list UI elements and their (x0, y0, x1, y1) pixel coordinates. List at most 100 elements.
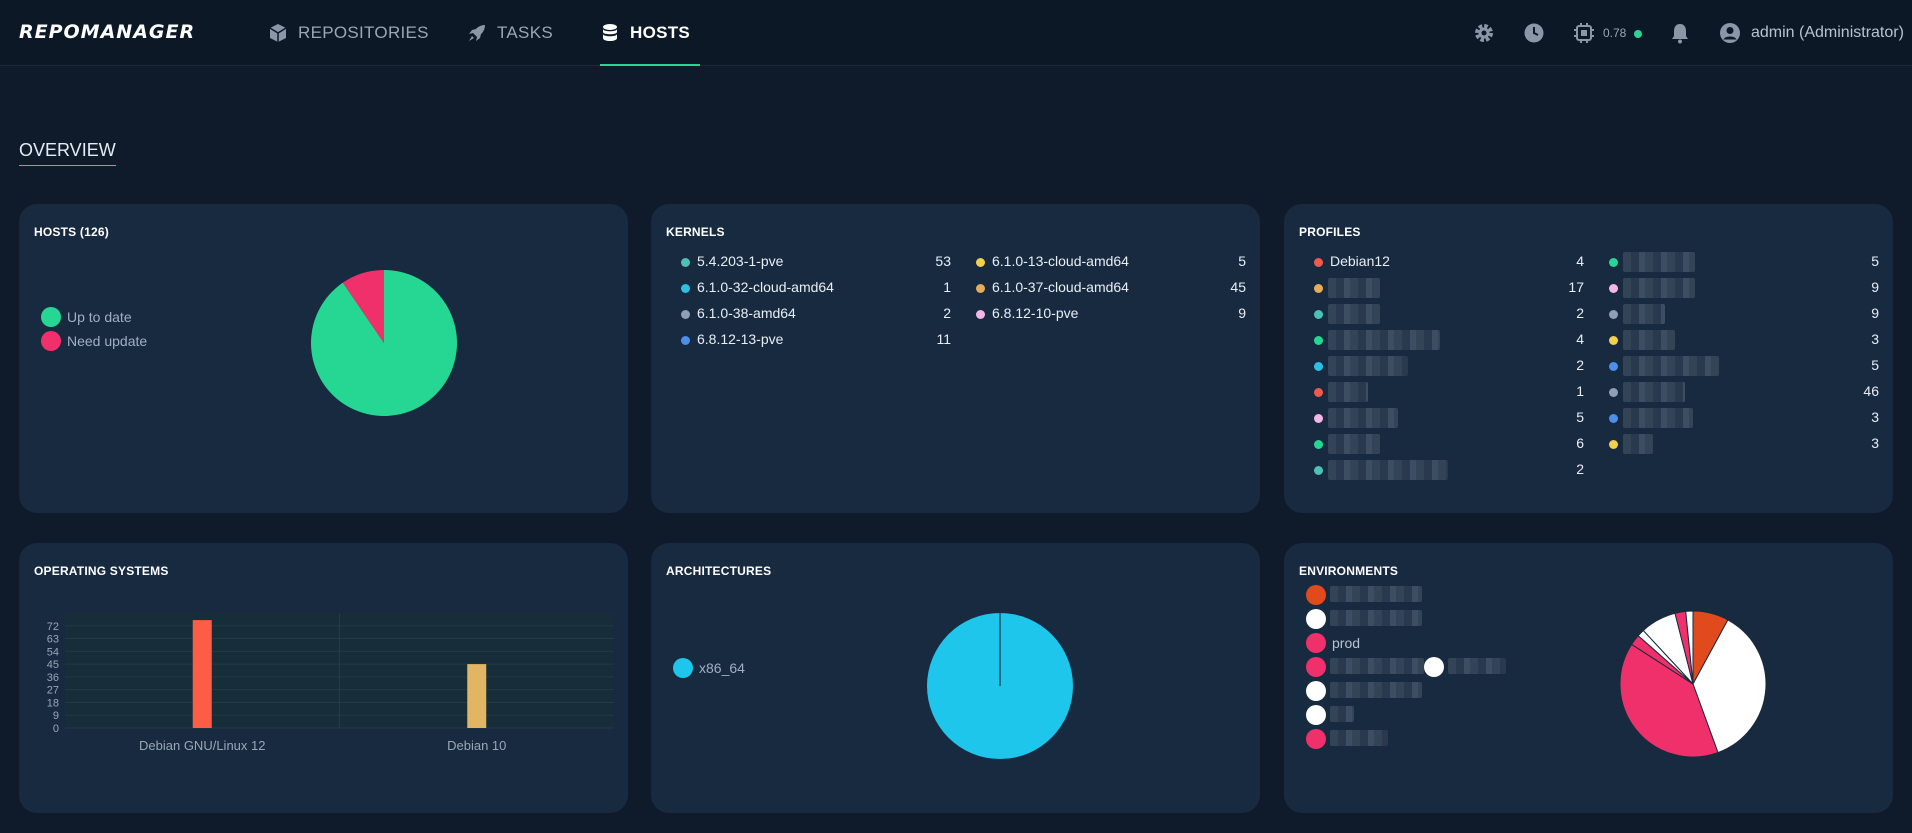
env-legend-redacted-label (1448, 658, 1506, 674)
nav-repositories-label: REPOSITORIES (298, 23, 429, 42)
cpu-icon[interactable] (1573, 22, 1595, 44)
kernel-dot (681, 284, 690, 293)
profile-redacted-label (1623, 434, 1653, 454)
bell-icon[interactable] (1669, 22, 1691, 44)
nav-tasks[interactable]: TASKS (467, 0, 553, 66)
profile-row[interactable]: 3 (1609, 408, 1879, 428)
profile-row[interactable]: 6 (1314, 434, 1584, 454)
kernel-row[interactable]: 6.1.0-38-amd64 2 (681, 304, 951, 324)
profile-row[interactable]: 2 (1314, 356, 1584, 376)
profile-row[interactable]: Debian12 4 (1314, 252, 1584, 272)
app-logo[interactable]: REPOMANAGER (19, 21, 196, 43)
profile-count: 9 (1871, 279, 1879, 295)
overview-heading: OVERVIEW (19, 140, 116, 166)
profile-redacted-label (1328, 278, 1380, 298)
hosts-pie-slice[interactable] (342, 270, 384, 343)
profile-redacted-label (1328, 460, 1448, 480)
profile-row[interactable]: 3 (1609, 434, 1879, 454)
hosts-pie-chart[interactable] (309, 268, 459, 418)
profile-dot (1609, 310, 1618, 319)
gear-icon[interactable] (1473, 22, 1495, 44)
profile-row[interactable]: 2 (1314, 304, 1584, 324)
os-y-tick-label: 27 (47, 685, 59, 697)
hosts-legend-need-update[interactable]: Need update (41, 331, 147, 351)
environments-pie-chart[interactable] (1618, 609, 1768, 759)
user-name[interactable]: admin (Administrator) (1751, 24, 1904, 41)
env-legend-item[interactable] (1306, 608, 1446, 630)
kernels-card: KERNELS 5.4.203-1-pve 53 6.1.0-32-cloud-am… (651, 204, 1260, 513)
env-pie-slice[interactable] (1692, 619, 1767, 754)
env-legend-item[interactable] (1306, 680, 1446, 702)
profile-row[interactable]: 5 (1314, 408, 1584, 428)
env-legend-item[interactable]: prod (1306, 632, 1446, 654)
profile-row[interactable]: 2 (1314, 460, 1584, 480)
clock-icon[interactable] (1523, 22, 1545, 44)
profile-count: 3 (1871, 435, 1879, 451)
env-legend-redacted-label (1330, 682, 1422, 698)
x86-64-label: x86_64 (699, 660, 745, 676)
kernel-label: 6.1.0-13-cloud-amd64 (992, 253, 1129, 269)
kernel-row[interactable]: 6.8.12-13-pve 11 (681, 330, 951, 350)
profile-count: 2 (1576, 357, 1584, 373)
cpu-load-value: 0.78 (1603, 26, 1627, 40)
rocket-icon (469, 25, 485, 41)
env-legend-item[interactable] (1306, 704, 1446, 726)
hosts-card-title: HOSTS (126) (34, 225, 109, 239)
env-legend-redacted-label (1330, 610, 1422, 626)
os-x-tick-label: Debian 10 (447, 738, 506, 753)
profile-row[interactable]: 17 (1314, 278, 1584, 298)
profile-dot (1314, 336, 1323, 345)
profile-row[interactable]: 46 (1609, 382, 1879, 402)
profile-row[interactable]: 5 (1609, 356, 1879, 376)
env-pie-slice[interactable] (1619, 643, 1719, 758)
kernel-row[interactable]: 6.8.12-10-pve 9 (976, 304, 1246, 324)
profile-count: 17 (1568, 279, 1584, 295)
env-legend-item[interactable] (1306, 656, 1446, 678)
kernel-label: 6.1.0-38-amd64 (697, 305, 796, 321)
kernel-row[interactable]: 5.4.203-1-pve 53 (681, 252, 951, 272)
profile-row[interactable]: 9 (1609, 278, 1879, 298)
kernel-row[interactable]: 6.1.0-32-cloud-amd64 1 (681, 278, 951, 298)
os-y-tick-label: 18 (47, 697, 59, 709)
profile-row[interactable]: 3 (1609, 330, 1879, 350)
profile-dot (1314, 362, 1323, 371)
kernels-card-title: KERNELS (666, 225, 725, 239)
profile-dot (1609, 336, 1618, 345)
arch-legend-x86-64[interactable]: x86_64 (673, 658, 745, 678)
os-y-tick-label: 54 (47, 646, 59, 658)
os-bar[interactable] (467, 664, 487, 728)
env-legend-item[interactable] (1424, 656, 1524, 678)
profile-redacted-label (1623, 330, 1675, 350)
profile-dot (1609, 440, 1618, 449)
profile-redacted-label (1623, 408, 1693, 428)
os-bar[interactable] (192, 620, 212, 728)
profile-row[interactable]: 5 (1609, 252, 1879, 272)
kernel-label: 6.1.0-37-cloud-amd64 (992, 279, 1129, 295)
profile-dot (1314, 310, 1323, 319)
profile-redacted-label (1328, 382, 1368, 402)
env-pie-slice[interactable] (1685, 610, 1694, 685)
kernel-label: 6.1.0-32-cloud-amd64 (697, 279, 834, 295)
user-avatar-icon[interactable] (1719, 22, 1741, 44)
kernel-row[interactable]: 6.1.0-13-cloud-amd64 5 (976, 252, 1246, 272)
kernel-dot (681, 336, 690, 345)
profile-dot (1609, 388, 1618, 397)
nav-repositories[interactable]: REPOSITORIES (268, 0, 429, 66)
nav-hosts[interactable]: HOSTS (600, 0, 701, 66)
env-legend-dot (1306, 657, 1326, 677)
env-legend-item[interactable] (1306, 584, 1446, 606)
profile-count: 4 (1576, 331, 1584, 347)
profile-redacted-label (1623, 252, 1695, 272)
profile-redacted-label (1328, 330, 1440, 350)
profile-row[interactable]: 1 (1314, 382, 1584, 402)
env-legend-redacted-label (1330, 706, 1354, 722)
profile-row[interactable]: 4 (1314, 330, 1584, 350)
kernel-row[interactable]: 6.1.0-37-cloud-amd64 45 (976, 278, 1246, 298)
hosts-legend-up-to-date[interactable]: Up to date (41, 307, 132, 327)
env-legend-item[interactable] (1306, 728, 1446, 750)
architectures-pie-chart[interactable] (925, 611, 1075, 761)
profile-count: 46 (1863, 383, 1879, 399)
profile-row[interactable]: 9 (1609, 304, 1879, 324)
up-to-date-dot (41, 307, 61, 327)
